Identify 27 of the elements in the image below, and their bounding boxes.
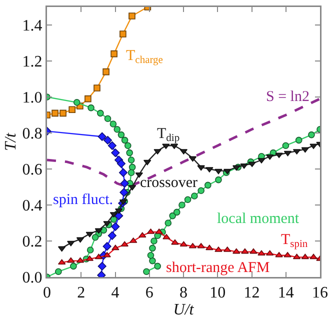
annotation: crossover (140, 175, 198, 191)
series-label: spin fluct. (53, 192, 113, 208)
y-tick-label: 0.2 (22, 234, 42, 251)
x-axis-title: U/t (173, 302, 194, 319)
y-tick-label: 0.0 (22, 270, 42, 287)
y-tick-label: 0.4 (22, 198, 42, 215)
series-label: local moment (217, 211, 300, 227)
x-tick-label: 4 (111, 284, 120, 302)
x-tick-label: 0 (43, 284, 51, 302)
y-axis-title: T/t (2, 132, 20, 151)
series-label: T$_{dip}$ (157, 126, 180, 144)
series-label: T$_{spin}$ (281, 232, 308, 250)
x-tick-label: 8 (180, 284, 188, 302)
x-tick-label: 16 (312, 284, 328, 302)
series-label: T$_{charge}$ (126, 48, 164, 66)
annotation: short-range AFM (166, 260, 270, 276)
x-tick-label: 2 (77, 284, 86, 302)
series-label: S = ln2 (266, 89, 310, 105)
y-tick-label: 1.4 (22, 18, 42, 35)
x-tick-label: 14 (278, 284, 294, 302)
x-tick-label: 6 (145, 284, 154, 302)
y-tick-label: 0.8 (22, 126, 42, 143)
y-tick-label: 1.0 (22, 90, 42, 107)
y-tick-label: 1.2 (22, 54, 42, 71)
y-tick-label: 0.6 (22, 162, 42, 179)
x-tick-label: 12 (244, 284, 260, 302)
x-tick-label: 10 (210, 284, 226, 302)
